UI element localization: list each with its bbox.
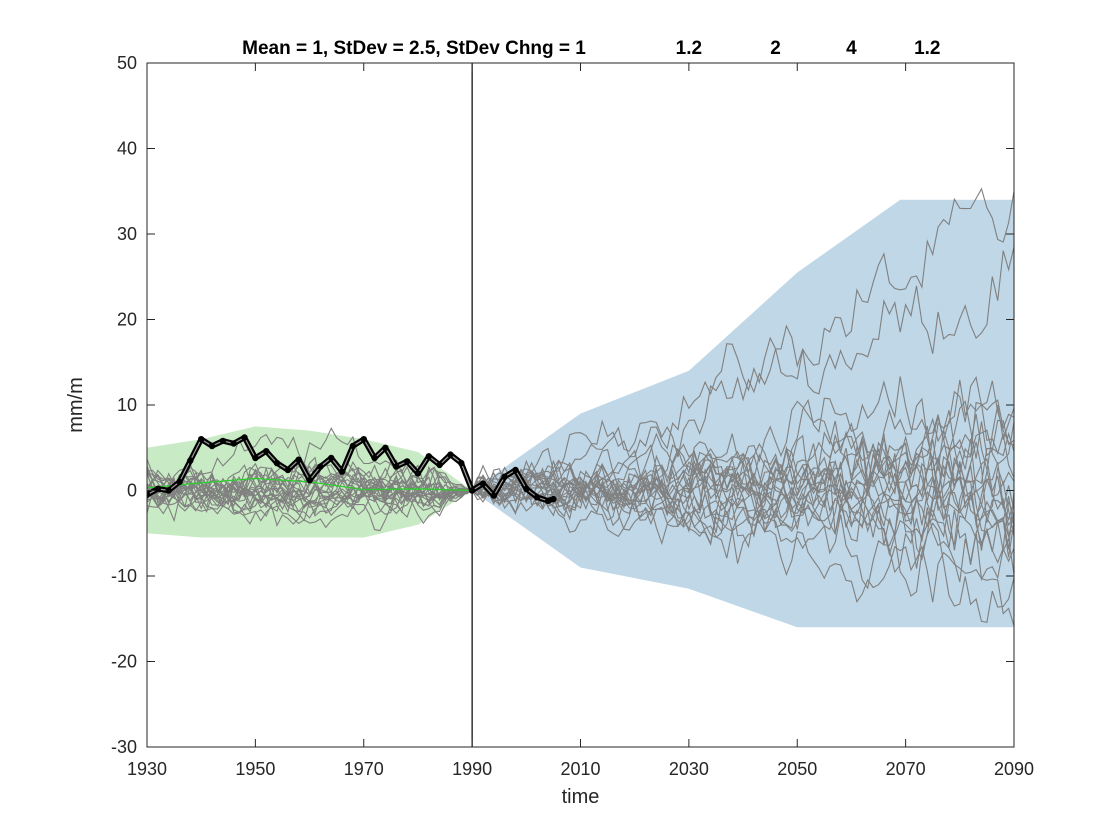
future-range-band	[472, 199, 1014, 628]
observed-point	[360, 436, 367, 443]
y-axis-label: mm/m	[65, 377, 87, 433]
observed-point	[403, 458, 411, 465]
observed-point	[198, 436, 205, 443]
observed-point	[317, 463, 324, 470]
observed-point	[447, 451, 454, 458]
x-axis-label: time	[562, 786, 600, 808]
y-tick-label: 20	[117, 310, 137, 330]
observed-point	[284, 466, 292, 474]
observed-point	[544, 497, 552, 504]
observed-point	[512, 466, 519, 474]
observed-point	[154, 485, 161, 492]
x-tick-label: 2050	[777, 759, 817, 779]
y-tick-label: 50	[117, 53, 137, 73]
observed-point	[187, 457, 194, 464]
observed-point	[393, 463, 400, 470]
y-tick-label: 0	[127, 481, 137, 501]
ensemble-trace	[147, 413, 1014, 537]
observed-point	[208, 442, 216, 450]
x-tick-label: 1930	[127, 759, 167, 779]
ensemble-trace	[147, 187, 1014, 506]
observed-point	[382, 444, 389, 451]
observed-point	[147, 491, 151, 498]
observed-point	[241, 434, 248, 441]
x-tick-label: 2090	[994, 759, 1034, 779]
title-annotation: 1.2	[914, 38, 940, 59]
observed-point	[176, 478, 183, 486]
x-tick-label: 2010	[560, 759, 600, 779]
x-tick-label: 2030	[669, 759, 709, 779]
ensemble-trace	[147, 404, 1014, 532]
x-tick-label: 1990	[452, 759, 492, 779]
ensemble-trace	[147, 454, 1014, 551]
y-tick-label: 10	[117, 395, 137, 415]
observed-point	[230, 440, 237, 447]
observed-point	[479, 480, 487, 487]
x-tick-label: 2070	[886, 759, 926, 779]
y-tick-label: -20	[111, 652, 137, 672]
observed-point	[219, 437, 227, 445]
observed-point	[550, 495, 557, 503]
observed-point	[490, 492, 497, 499]
observed-point	[414, 470, 422, 477]
observed-point	[534, 494, 541, 501]
observed-point	[295, 456, 302, 463]
chart-title: Mean = 1, StDev = 2.5, StDev Chng = 1	[242, 38, 586, 59]
observed-point	[273, 459, 281, 467]
ensemble-trace	[147, 433, 1014, 523]
y-tick-label: 30	[117, 224, 137, 244]
y-tick-label: -10	[111, 566, 137, 586]
observed-point	[371, 454, 378, 462]
plot-area	[147, 187, 1014, 628]
observed-point	[306, 477, 313, 484]
observed-point	[165, 487, 172, 494]
ensemble-trace	[147, 466, 1014, 547]
ensemble-trace	[147, 400, 1014, 517]
y-tick-label: -30	[111, 737, 137, 757]
observed-point	[338, 468, 346, 475]
title-annotation: 4	[846, 38, 857, 59]
x-tick-label: 1970	[344, 759, 384, 779]
ensemble-trace	[147, 461, 1014, 624]
observed-point	[523, 485, 530, 492]
y-tick-label: 40	[117, 139, 137, 159]
ensemble-trace	[147, 401, 1014, 525]
observed-point	[501, 473, 508, 480]
title-annotation: 1.2	[676, 38, 702, 59]
observed-point	[425, 453, 432, 460]
title-annotation: 2	[770, 38, 781, 59]
observed-point	[436, 461, 443, 469]
observed-point	[349, 442, 357, 450]
x-tick-label: 1950	[235, 759, 275, 779]
observed-point	[458, 459, 465, 467]
observed-point	[252, 454, 259, 462]
ensemble-trace	[147, 463, 1014, 626]
observed-point	[328, 454, 335, 462]
observed-point	[263, 448, 270, 455]
